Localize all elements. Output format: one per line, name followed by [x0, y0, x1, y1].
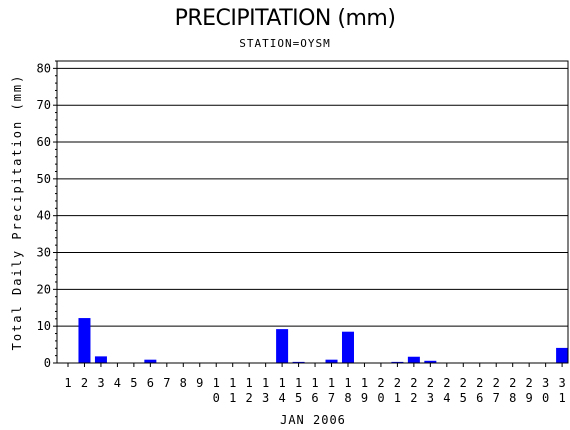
bar-day-23 [424, 360, 437, 363]
y-tick-label: 30 [37, 246, 51, 260]
y-axis-label: Total Daily Precipitation (mm) [10, 74, 24, 351]
x-tick-label: 6 [147, 376, 154, 390]
y-tick-label: 10 [37, 319, 51, 333]
bar-day-21 [391, 361, 404, 363]
y-tick-label: 20 [37, 282, 51, 296]
x-tick-label: 1 [64, 376, 71, 390]
y-tick-label: 80 [37, 61, 51, 75]
x-axis-label: JAN 2006 [280, 413, 346, 427]
x-tick-label: 3 [97, 376, 104, 390]
x-axis: 1 2 3 4 5 6 7 8 9 1 01 11 21 31 41 51 61 71 81 92 02 12 22 32 42… [64, 363, 566, 405]
bars-group [78, 318, 569, 363]
x-tick-label: 8 [180, 376, 187, 390]
x-tick-label: 5 [130, 376, 137, 390]
y-tick-label: 0 [44, 356, 51, 370]
x-tick-label: 4 [114, 376, 121, 390]
bar-day-18 [341, 331, 354, 363]
chart-subtitle: STATION=OYSM [239, 37, 331, 50]
bar-day-17 [325, 359, 338, 363]
x-tick-label: 7 [163, 376, 170, 390]
y-tick-label: 60 [37, 135, 51, 149]
bar-day-2 [78, 318, 91, 363]
y-tick-label: 50 [37, 172, 51, 186]
bar-day-15 [292, 361, 305, 363]
x-tick-label: 9 [196, 376, 203, 390]
y-axis: 0 10 20 30 40 50 60 70 80 [37, 60, 57, 370]
x-tick-label: 2 [81, 376, 88, 390]
y-tick-label: 40 [37, 209, 51, 223]
bar-day-3 [94, 356, 107, 363]
bar-day-31 [556, 347, 569, 363]
bar-day-6 [144, 359, 157, 363]
bar-day-14 [276, 329, 289, 363]
bar-day-22 [407, 356, 420, 363]
y-tick-label: 70 [37, 98, 51, 112]
gridlines [57, 67, 568, 327]
plot-frame [56, 60, 569, 364]
chart-title: PRECIPITATION (mm) [174, 6, 396, 31]
